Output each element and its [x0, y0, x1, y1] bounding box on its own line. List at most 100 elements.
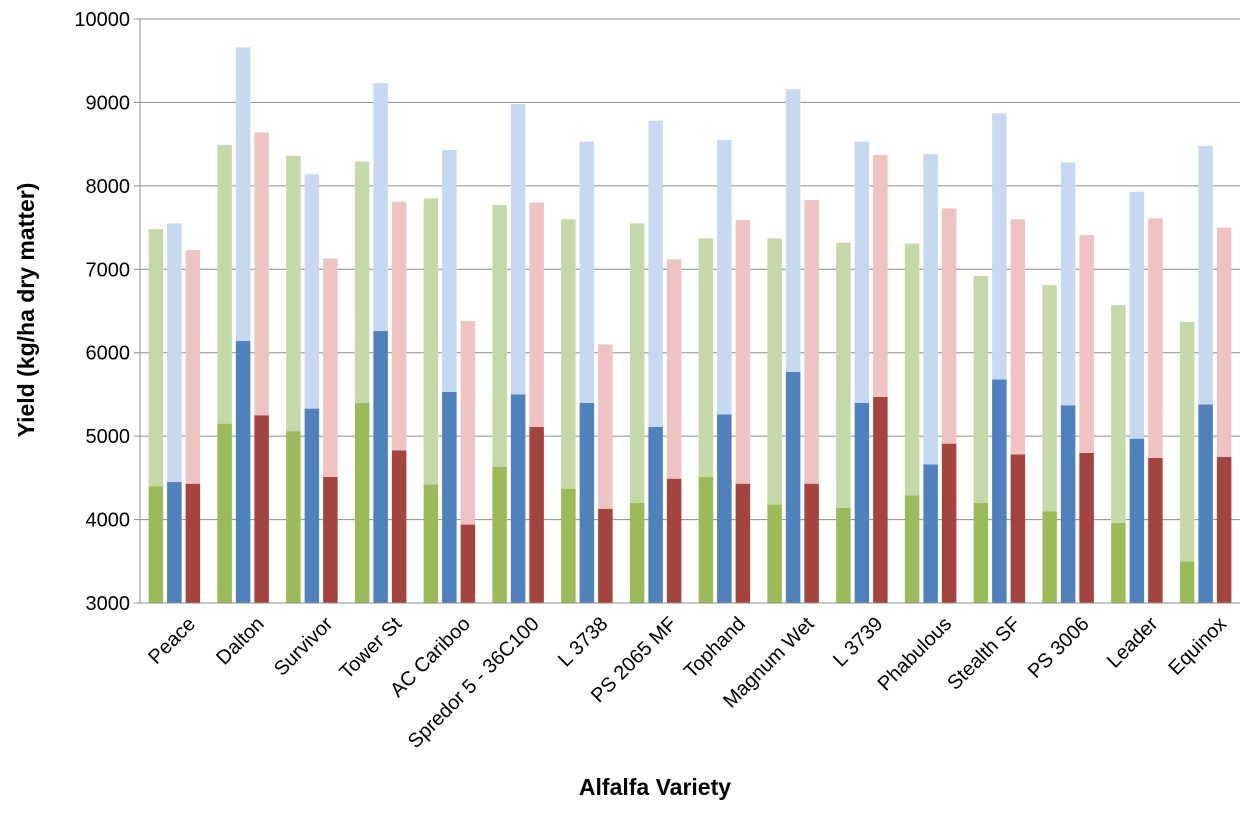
bar-lower-segment	[1148, 457, 1163, 603]
y-tick-label: 7000	[86, 259, 131, 281]
bar-lower-segment	[304, 408, 320, 603]
bar-lower-segment	[254, 415, 269, 603]
x-tick-label: Dalton	[212, 613, 268, 669]
x-tick-label: Stealth SF	[943, 613, 1025, 695]
bar-lower-segment	[717, 414, 732, 603]
bar-lower-segment	[1079, 452, 1094, 603]
bar-upper-segment	[167, 223, 182, 483]
bar-lower-segment	[1129, 438, 1145, 603]
x-tick-label: Leader	[1103, 613, 1163, 673]
bar-lower-segment	[561, 488, 576, 603]
bar-lower-segment	[167, 482, 182, 603]
bar-upper-segment	[1111, 305, 1126, 523]
bar-lower-segment	[904, 495, 920, 603]
bar-lower-segment	[992, 379, 1007, 603]
bar-lower-segment	[666, 478, 682, 603]
x-tick-label: Phabulous	[874, 613, 956, 695]
bar-upper-segment	[235, 47, 251, 342]
bar-upper-segment	[304, 174, 320, 409]
y-tick-label: 3000	[86, 593, 131, 615]
bar-lower-segment	[598, 508, 613, 603]
x-tick-label: Survivor	[270, 613, 338, 681]
bar-upper-segment	[254, 132, 269, 416]
bar-upper-segment	[1129, 191, 1145, 439]
x-tick-label: PS 3006	[1024, 613, 1094, 683]
bar-lower-segment	[423, 484, 439, 603]
bar-upper-segment	[923, 154, 938, 465]
bar-upper-segment	[873, 154, 888, 397]
bar-upper-segment	[460, 321, 476, 525]
bar-lower-segment	[1042, 511, 1057, 603]
bar-upper-segment	[1079, 235, 1094, 453]
bar-upper-segment	[836, 242, 851, 508]
bar-upper-segment	[1179, 321, 1195, 562]
bar-upper-segment	[629, 223, 645, 503]
bar-lower-segment	[1179, 561, 1195, 603]
y-tick-label: 8000	[86, 176, 131, 198]
x-tick-label: Spredor 5 - 36C100	[404, 613, 544, 753]
bar-upper-segment	[1216, 227, 1232, 457]
bar-lower-segment	[354, 402, 370, 603]
bar-upper-segment	[148, 229, 164, 487]
bar-lower-segment	[286, 431, 301, 603]
bar-lower-segment	[217, 423, 232, 603]
bar-upper-segment	[323, 258, 338, 478]
bar-lower-segment	[579, 402, 595, 603]
bar-upper-segment	[666, 259, 682, 479]
x-tick-label: Peace	[144, 613, 200, 669]
bar-upper-segment	[286, 155, 301, 432]
y-axis-title: Yield (kg/ha dry matter)	[13, 183, 39, 438]
bar-upper-segment	[904, 243, 920, 496]
x-tick-label: Equinox	[1164, 613, 1231, 680]
y-tick-label: 9000	[86, 92, 131, 114]
bar-upper-segment	[529, 202, 544, 427]
bar-upper-segment	[767, 238, 782, 505]
bar-upper-segment	[785, 89, 801, 372]
bar-lower-segment	[1216, 457, 1232, 603]
x-tick-label: L 3738	[554, 613, 612, 671]
y-tick-label: 10000	[74, 9, 130, 31]
bar-upper-segment	[1060, 162, 1076, 406]
bar-upper-segment	[973, 275, 989, 503]
bar-upper-segment	[354, 161, 370, 403]
bar-lower-segment	[735, 483, 751, 603]
bar-lower-segment	[1198, 404, 1213, 603]
bar-lower-segment	[648, 426, 663, 603]
bar-upper-segment	[579, 141, 595, 403]
bar-upper-segment	[735, 220, 751, 484]
bar-lower-segment	[185, 483, 201, 603]
bar-upper-segment	[423, 198, 439, 485]
bar-lower-segment	[785, 371, 801, 603]
bar-lower-segment	[1060, 405, 1076, 603]
bar-upper-segment	[185, 250, 201, 484]
bar-upper-segment	[698, 238, 714, 478]
bar-upper-segment	[992, 113, 1007, 380]
x-tick-label: L 3739	[829, 613, 887, 671]
bar-lower-segment	[510, 394, 526, 603]
y-tick-label: 4000	[86, 510, 131, 532]
bar-upper-segment	[391, 201, 407, 451]
bar-upper-segment	[804, 200, 819, 484]
bar-lower-segment	[1111, 522, 1126, 603]
bar-lower-segment	[804, 483, 819, 603]
bar-upper-segment	[941, 208, 957, 444]
bar-lower-segment	[941, 443, 957, 603]
x-tick-label: Tophand	[680, 613, 750, 683]
bar-lower-segment	[235, 341, 251, 603]
bar-lower-segment	[442, 391, 457, 603]
bar-upper-segment	[1148, 218, 1163, 458]
bar-lower-segment	[391, 450, 407, 603]
bar-upper-segment	[598, 344, 613, 509]
bar-lower-segment	[460, 524, 476, 603]
x-tick-label: Tower St	[336, 613, 407, 684]
y-axis-ticks: 3000 4000 5000 6000 7000 8000 9000 10000	[74, 9, 140, 615]
bar-upper-segment	[854, 141, 870, 403]
bar-upper-segment	[373, 83, 388, 332]
bar-lower-segment	[923, 464, 938, 603]
bar-upper-segment	[1042, 285, 1057, 512]
bar-upper-segment	[510, 104, 526, 395]
bar-lower-segment	[698, 477, 714, 603]
bar-lower-segment	[629, 502, 645, 603]
bar-upper-segment	[561, 219, 576, 489]
